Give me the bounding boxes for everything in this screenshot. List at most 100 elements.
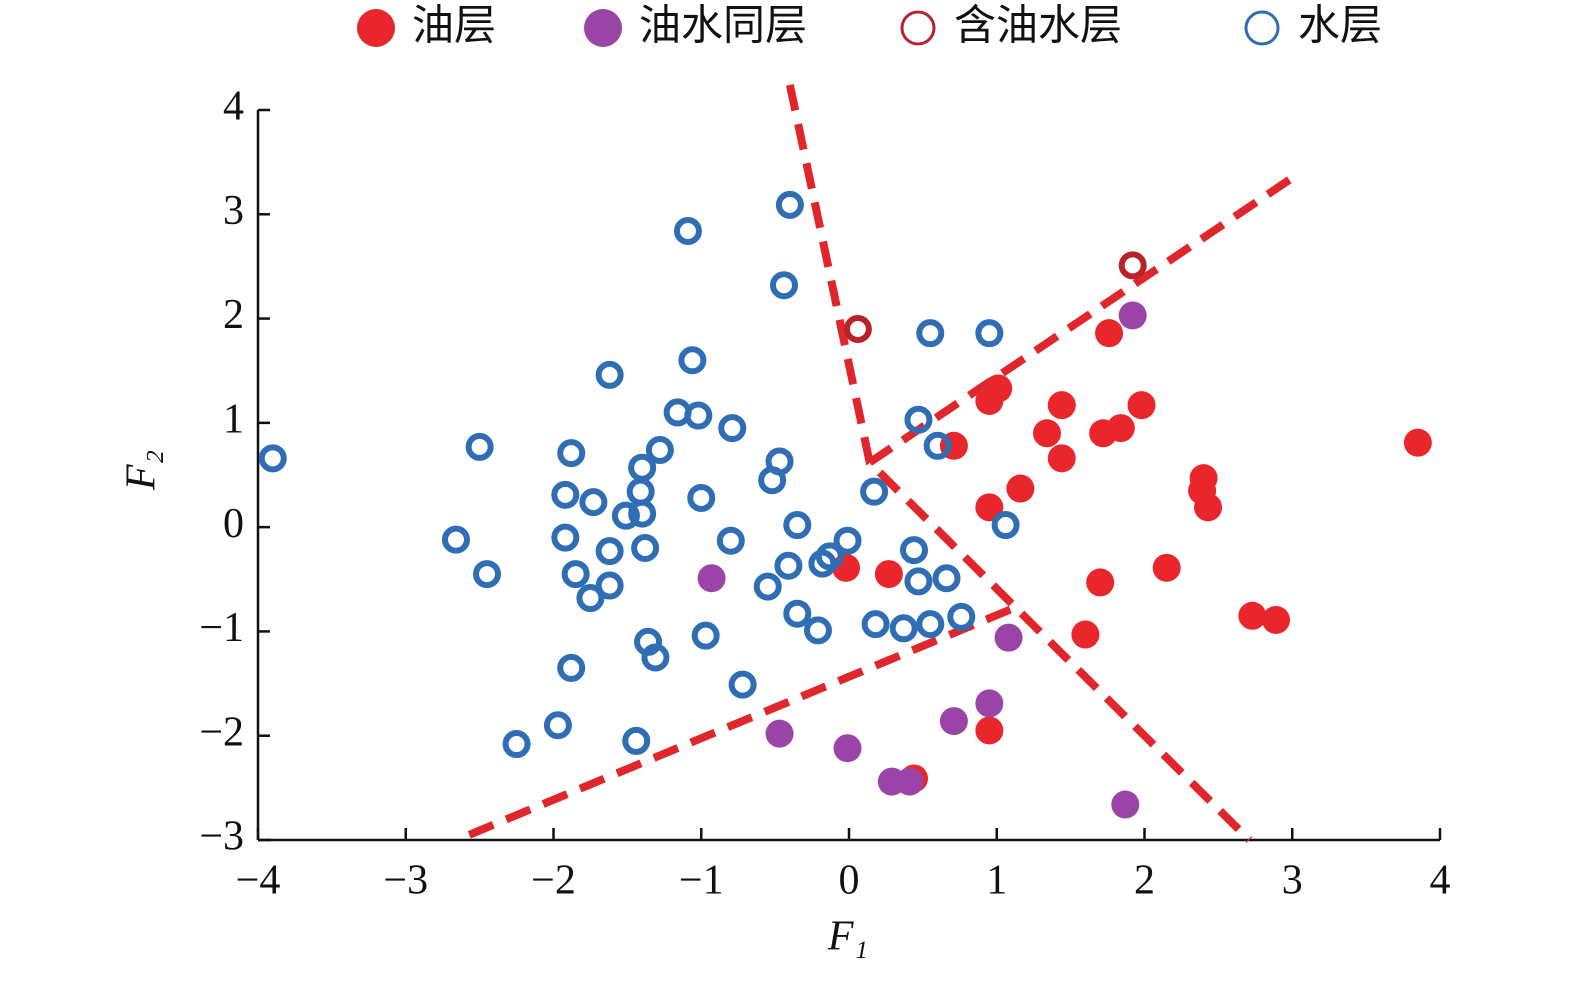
data-point xyxy=(628,453,657,482)
data-point xyxy=(1032,419,1061,448)
data-point xyxy=(833,734,862,763)
boundary-line xyxy=(467,601,1022,839)
data-point xyxy=(904,405,933,434)
data-point xyxy=(1152,553,1181,582)
y-tick-label: 3 xyxy=(223,188,244,234)
legend-marker xyxy=(357,9,395,47)
data-point xyxy=(803,616,832,645)
data-point xyxy=(1194,493,1223,522)
y-tick-label: 4 xyxy=(223,84,244,130)
data-point xyxy=(984,374,1013,403)
data-point xyxy=(576,584,605,613)
y-tick-label: 1 xyxy=(223,396,244,442)
data-point xyxy=(895,767,924,796)
data-point xyxy=(753,572,782,601)
boundary-line xyxy=(785,84,1253,843)
y-tick-label: 0 xyxy=(223,501,244,547)
data-point xyxy=(916,319,945,348)
data-point xyxy=(1118,251,1147,280)
data-point xyxy=(502,730,531,759)
data-point xyxy=(543,711,572,740)
y-tick-label: −1 xyxy=(199,605,244,651)
y-tick-label: 2 xyxy=(223,292,244,338)
data-point xyxy=(769,271,798,300)
data-point xyxy=(441,525,470,554)
data-point xyxy=(900,536,929,565)
boundary-line xyxy=(867,176,1292,466)
legend-label: 含油水层 xyxy=(954,4,1122,50)
data-point xyxy=(932,564,961,593)
data-point xyxy=(687,483,716,512)
data-point xyxy=(939,707,968,736)
data-point xyxy=(611,501,640,530)
data-point xyxy=(975,716,1004,745)
data-point xyxy=(1071,620,1100,649)
legend-label: 水层 xyxy=(1298,4,1382,50)
data-point xyxy=(1095,319,1124,348)
data-point xyxy=(947,602,976,631)
x-tick-label: −3 xyxy=(383,858,428,904)
data-point xyxy=(1111,790,1140,819)
legend-marker xyxy=(1244,10,1280,46)
data-point xyxy=(975,493,1004,522)
data-point xyxy=(843,315,872,343)
data-point xyxy=(718,414,747,443)
data-point xyxy=(473,560,502,589)
data-point xyxy=(815,542,844,571)
y-axis-label: F₂ xyxy=(119,450,165,491)
data-point xyxy=(916,610,945,639)
x-tick-label: −1 xyxy=(679,858,724,904)
data-point xyxy=(774,551,803,580)
x-tick-label: −4 xyxy=(236,858,281,904)
data-point xyxy=(716,526,745,555)
data-point xyxy=(783,511,812,540)
data-point xyxy=(1047,391,1076,420)
data-point xyxy=(622,726,651,755)
data-point xyxy=(465,432,494,461)
x-tick-label: 3 xyxy=(1282,858,1303,904)
x-tick-label: 1 xyxy=(986,858,1007,904)
y-tick-label: −3 xyxy=(199,814,244,860)
legend-label: 油水同层 xyxy=(639,4,807,50)
data-point xyxy=(641,643,670,672)
data-point xyxy=(1118,301,1147,330)
data-point xyxy=(889,614,918,643)
data-point xyxy=(861,610,890,639)
data-point xyxy=(765,719,794,748)
legend-marker xyxy=(584,9,622,47)
legend-marker xyxy=(900,10,936,46)
data-point xyxy=(579,488,608,517)
x-tick-label: 4 xyxy=(1430,858,1451,904)
data-point xyxy=(631,534,660,562)
data-point xyxy=(1127,391,1156,420)
data-point xyxy=(1261,605,1290,634)
x-tick-label: 0 xyxy=(839,858,860,904)
data-point xyxy=(1403,428,1432,457)
data-point xyxy=(1047,444,1076,473)
data-point xyxy=(678,346,707,375)
data-point xyxy=(975,319,1004,348)
data-point xyxy=(994,623,1023,652)
data-point xyxy=(765,447,794,476)
data-point xyxy=(1006,474,1035,503)
y-tick-label: −2 xyxy=(199,709,244,755)
data-point xyxy=(728,670,757,699)
data-point xyxy=(684,401,713,430)
data-point xyxy=(697,564,726,593)
data-point xyxy=(783,599,812,628)
legend-label: 油层 xyxy=(412,4,496,50)
x-axis-label: F₁ xyxy=(827,914,868,960)
data-point xyxy=(626,477,655,506)
data-point xyxy=(775,190,804,219)
data-point xyxy=(904,567,933,596)
data-point xyxy=(551,523,580,552)
data-point xyxy=(860,477,889,506)
data-point xyxy=(557,439,586,468)
x-tick-label: 2 xyxy=(1134,858,1155,904)
data-point xyxy=(833,526,862,555)
x-tick-label: −2 xyxy=(531,858,576,904)
data-point xyxy=(923,431,952,460)
data-point xyxy=(628,499,657,528)
